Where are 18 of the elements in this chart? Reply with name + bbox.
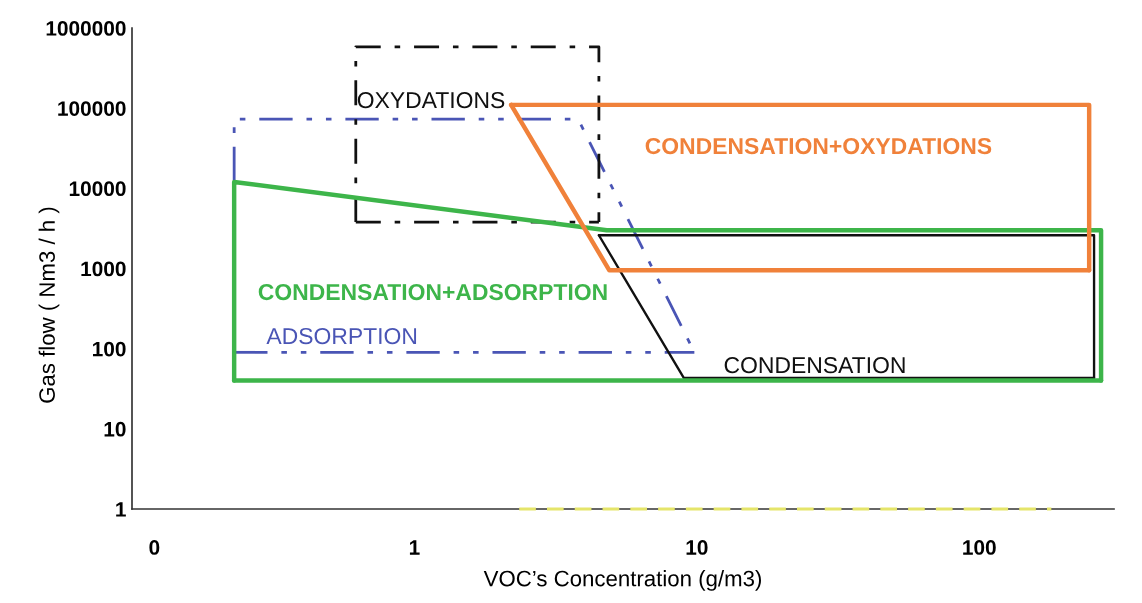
y-tick-label: 100 [93,341,126,357]
y-tick-label: 10 [104,421,126,437]
series-label: CONDENSATION+OXYDATIONS [645,137,992,155]
series-label: OXYDATIONS [357,92,505,109]
x-tick-label: 0 [149,540,160,555]
x-tick-label: 1 [409,540,420,555]
y-axis-title: Gas flow ( Nm3 / h ) [38,207,60,403]
x-tick-label: 100 [963,540,996,555]
x-axis-title: VOC’s Concentration (g/m3) [483,570,761,591]
series-label: ADSORPTION [266,327,417,345]
y-tick-label: 100000 [58,101,126,116]
y-tick-label: 10000 [69,181,126,197]
series-label: CONDENSATION [724,357,905,374]
y-tick-label: 1000000 [46,21,126,36]
x-tick-label: 10 [686,540,708,555]
y-tick-label: 1 [116,502,126,517]
y-tick-label: 1000 [81,261,126,277]
series-label: CONDENSATION+ADSORPTION [258,283,607,301]
